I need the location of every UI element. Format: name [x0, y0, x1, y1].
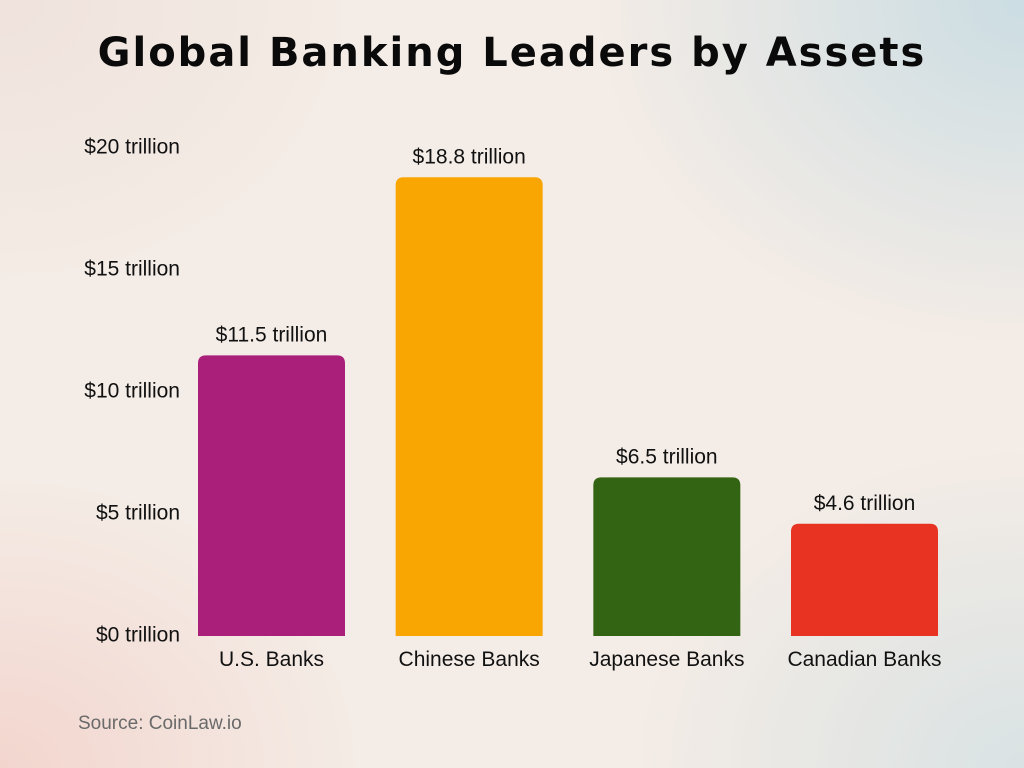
bar	[395, 177, 543, 636]
y-tick-label: $15 trillion	[84, 258, 180, 281]
data-labels: $11.5 trillion $18.8 trillion $6.5 trillio…	[216, 145, 916, 514]
y-tick-label: $20 trillion	[84, 136, 180, 159]
x-tick-label: Japanese Banks	[589, 648, 744, 671]
data-label: $6.5 trillion	[616, 445, 718, 468]
data-label: $4.6 trillion	[814, 492, 916, 515]
bar	[198, 355, 345, 636]
source-note: Source: CoinLaw.io	[78, 713, 242, 734]
data-label: $11.5 trillion	[216, 323, 328, 346]
bar	[791, 523, 938, 636]
x-tick-label: U.S. Banks	[219, 648, 324, 671]
x-tick-label: Chinese Banks	[399, 648, 540, 671]
y-axis: $0 trillion $5 trillion $10 trillion $15 tr…	[84, 136, 180, 647]
bar	[593, 477, 741, 636]
data-label: $18.8 trillion	[413, 145, 526, 168]
y-tick-label: $0 trillion	[96, 624, 180, 647]
y-tick-label: $10 trillion	[84, 380, 180, 403]
x-tick-label: Canadian Banks	[787, 648, 941, 671]
x-axis: U.S. Banks Chinese Banks Japanese Banks Can…	[219, 648, 942, 671]
chart-title: Global Banking Leaders by Assets	[97, 30, 927, 76]
y-tick-label: $5 trillion	[96, 502, 180, 525]
bars	[198, 177, 938, 636]
